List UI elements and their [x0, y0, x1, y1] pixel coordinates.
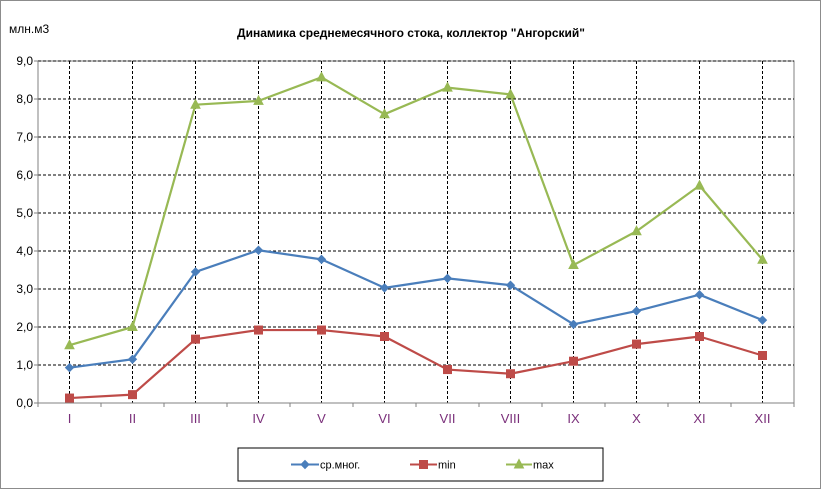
data-point-series-2 — [443, 365, 452, 375]
y-tick-label: 6,0 — [16, 168, 33, 182]
plot-border — [37, 60, 795, 404]
x-tick-label: IX — [567, 411, 580, 426]
y-tick-label: 0,0 — [16, 396, 33, 410]
x-tick-label: XI — [693, 411, 705, 426]
data-point-series-2 — [317, 325, 326, 335]
data-point-series-2 — [254, 325, 263, 335]
legend-label-3: max — [533, 460, 554, 472]
series-line-3 — [69, 76, 764, 347]
y-tick-label: 7,0 — [16, 130, 33, 144]
data-point-series-3 — [694, 179, 705, 190]
data-point-series-3 — [64, 339, 75, 350]
data-point-series-1 — [190, 267, 201, 277]
series-line-1 — [69, 249, 763, 369]
data-point-series-1 — [694, 289, 705, 300]
y-tick-label: 2,0 — [16, 320, 33, 334]
data-point-series-2 — [128, 390, 137, 400]
data-point-series-2 — [506, 369, 515, 379]
data-point-series-3 — [568, 258, 579, 270]
y-tick-label: 1,0 — [16, 358, 33, 372]
y-tick-label: 8,0 — [16, 92, 33, 106]
y-tick-label: 9,0 — [16, 54, 33, 68]
data-point-series-2 — [191, 334, 200, 344]
data-point-series-3 — [379, 108, 390, 119]
data-point-series-3 — [127, 320, 138, 331]
x-tick-label: II — [129, 411, 136, 426]
legend-marker-3 — [513, 458, 525, 469]
data-point-series-3 — [757, 253, 768, 264]
data-point-series-3 — [631, 225, 642, 236]
legend-label-1: ср.мног. — [320, 460, 360, 472]
data-point-series-2 — [758, 351, 767, 360]
data-point-series-3 — [316, 71, 327, 82]
legend-marker-1 — [300, 459, 310, 470]
y-tick-label: 3,0 — [16, 282, 33, 296]
data-point-series-3 — [442, 81, 453, 92]
x-tick-label: XII — [755, 411, 771, 426]
data-point-series-3 — [253, 94, 264, 105]
data-point-series-1 — [631, 306, 642, 316]
data-point-series-2 — [569, 356, 578, 366]
data-point-series-3 — [190, 98, 201, 109]
data-point-series-1 — [505, 280, 516, 290]
data-point-series-2 — [65, 393, 74, 403]
legend: ср.мног. min max — [237, 447, 604, 482]
data-point-series-1 — [442, 273, 453, 284]
x-tick-label: VI — [378, 411, 390, 426]
x-tick-label: VII — [440, 411, 456, 426]
x-tick-label: VIII — [501, 411, 521, 426]
data-point-series-2 — [380, 332, 389, 341]
data-point-series-2 — [695, 332, 704, 341]
legend-label-2: min — [438, 460, 456, 472]
chart-title: Динамика среднемесячного стока, коллекто… — [237, 26, 585, 40]
data-point-series-1 — [127, 354, 138, 365]
data-point-series-2 — [632, 339, 641, 349]
data-point-series-1 — [316, 254, 327, 265]
data-point-series-1 — [64, 362, 75, 373]
x-tick-label: V — [317, 411, 326, 426]
data-point-series-1 — [568, 319, 579, 330]
x-tick-label: I — [68, 411, 72, 426]
x-tick-label: X — [632, 411, 641, 426]
legend-marker-2 — [419, 460, 428, 469]
data-point-series-1 — [379, 283, 390, 293]
plot-area: 0,01,02,03,04,05,06,07,08,09,0I II III IV V V… — [16, 54, 795, 426]
data-point-series-3 — [505, 88, 516, 99]
y-tick-label: 5,0 — [16, 206, 33, 220]
x-tick-label: IV — [252, 411, 265, 426]
data-point-series-1 — [757, 315, 768, 325]
series-line-2 — [69, 328, 763, 400]
data-point-series-1 — [253, 245, 264, 255]
x-tick-label: III — [190, 411, 201, 426]
y-axis-unit-label: млн.м3 — [9, 22, 49, 36]
y-tick-label: 4,0 — [16, 244, 33, 258]
